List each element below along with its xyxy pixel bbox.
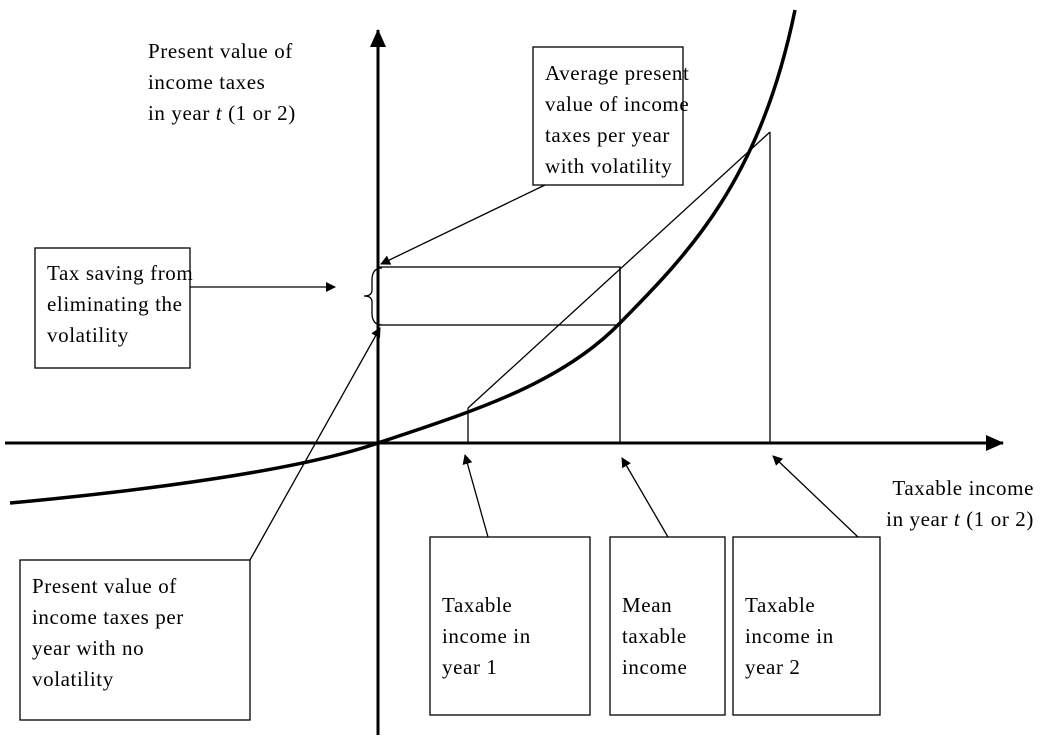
label-line: taxable — [622, 624, 687, 648]
label-line: Present value of — [148, 39, 293, 63]
arrow — [772, 455, 859, 538]
label-line: Mean — [622, 593, 672, 617]
average-box — [532, 46, 684, 186]
label-line: Taxable income — [892, 476, 1034, 500]
label-line: year with no — [32, 636, 144, 660]
label-line: taxes per year — [545, 123, 670, 147]
year1-box — [429, 536, 591, 716]
label-part: (1 or 2) — [960, 507, 1034, 531]
year2-box — [732, 536, 881, 716]
label-line: in year t (1 or 2) — [886, 507, 1034, 531]
arrow — [462, 454, 489, 538]
label-line: Tax saving from — [47, 261, 193, 285]
label-part: in year — [148, 101, 216, 125]
label-line: in year t (1 or 2) — [148, 101, 296, 125]
saving-box — [34, 247, 191, 369]
label-line: income taxes — [148, 70, 265, 94]
label-line: Average present — [545, 61, 689, 85]
no-volatility-box — [19, 559, 251, 721]
label-line: Taxable — [745, 593, 815, 617]
tax-curve — [9, 9, 797, 505]
label-line: income — [622, 655, 687, 679]
label-line: Taxable — [442, 593, 512, 617]
brace — [363, 267, 383, 326]
arrow — [621, 457, 669, 538]
saving-rect — [377, 266, 621, 326]
arrow — [380, 184, 546, 265]
label-part: t — [216, 101, 223, 125]
label-line: Present value of — [32, 574, 177, 598]
label-part: t — [954, 507, 961, 531]
label-line: income taxes per — [32, 605, 184, 629]
label-line: volatility — [47, 323, 129, 347]
label-part: (1 or 2) — [222, 101, 296, 125]
mean-box — [609, 536, 726, 716]
label-part: in year — [886, 507, 954, 531]
label-line: value of income — [545, 92, 689, 116]
label-line: income in — [745, 624, 834, 648]
label-line: volatility — [32, 667, 114, 691]
label-line: income in — [442, 624, 531, 648]
label-line: eliminating the — [47, 292, 183, 316]
label-line: year 1 — [442, 655, 498, 679]
chord — [467, 131, 771, 409]
label-line: with volatility — [545, 154, 672, 178]
arrow — [249, 327, 381, 561]
label-line: year 2 — [745, 655, 801, 679]
